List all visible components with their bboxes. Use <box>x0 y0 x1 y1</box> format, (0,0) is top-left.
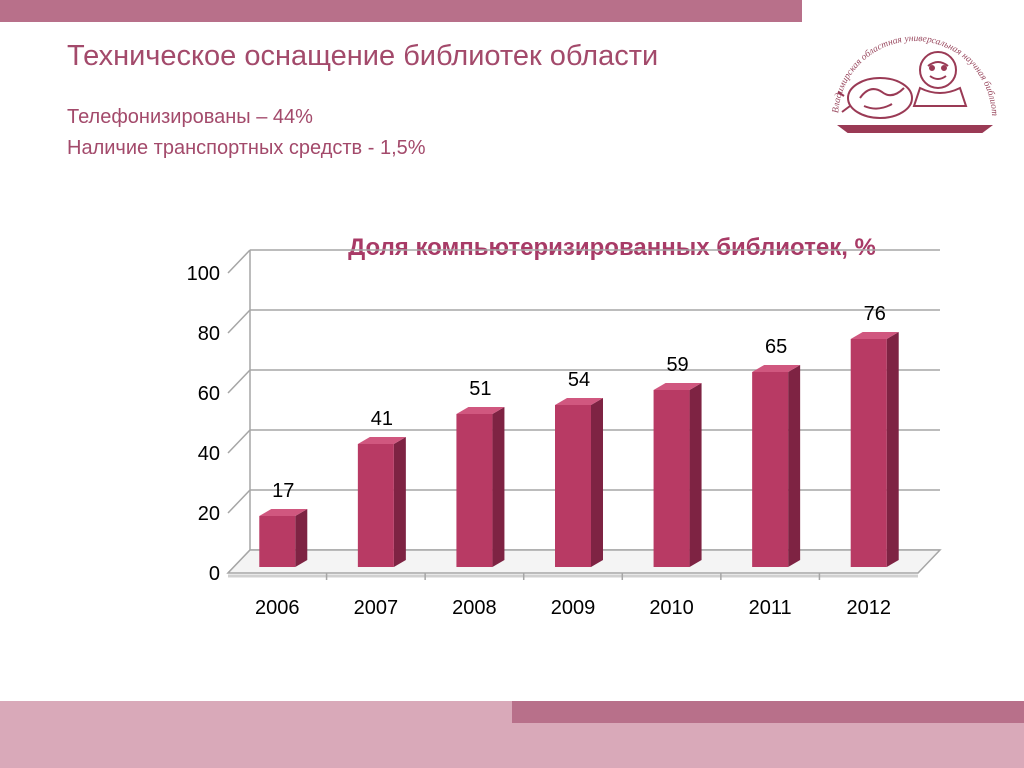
bar-side <box>788 365 801 567</box>
x-axis: 2006 2007 2008 2009 2010 2011 2012 <box>255 573 891 619</box>
bar-2009: 54 <box>555 369 603 567</box>
slide-title: Техническое оснащение библиотек области <box>67 40 659 72</box>
data-label: 65 <box>765 336 787 358</box>
bar-top <box>850 332 899 339</box>
y-tick-label: 100 <box>187 263 220 285</box>
gridline-depth <box>227 249 251 274</box>
data-label: 76 <box>864 303 886 325</box>
y-tick-label: 0 <box>209 563 220 585</box>
bar-top <box>259 509 308 516</box>
bar-front <box>357 444 394 567</box>
bar-front <box>850 339 887 567</box>
bar-front <box>752 372 789 567</box>
bar-side <box>492 407 505 567</box>
bar-top <box>357 437 406 444</box>
bar-front <box>555 405 591 567</box>
bar-top <box>456 407 505 414</box>
bar-2011: 65 <box>752 336 801 567</box>
y-tick-label: 80 <box>198 323 220 345</box>
gridline-depth <box>227 429 251 454</box>
library-logo: Владимирская областная универсальная нау… <box>820 18 999 133</box>
data-label: 17 <box>272 480 294 502</box>
bar-side <box>886 332 899 567</box>
gridline-depth <box>227 309 251 334</box>
y-tick-label: 20 <box>198 503 220 525</box>
x-tick-label: 2008 <box>452 597 497 619</box>
y-axis: 0 20 40 60 80 100 <box>187 263 220 585</box>
transport-stat: Наличие транспортных средств - 1,5% <box>67 137 426 159</box>
data-label: 51 <box>469 378 491 400</box>
bar-side <box>591 398 603 567</box>
bar-2010: 59 <box>653 354 702 567</box>
data-label: 41 <box>371 408 393 430</box>
bar-side <box>689 383 702 567</box>
computerized-libraries-chart: Доля компьютеризированных библиотек, % 0… <box>187 234 942 619</box>
chart-bars: 17 41 51 54 59 65 76 <box>259 303 899 567</box>
logo-text: Владимирская областная универсальная нау… <box>820 18 999 116</box>
y-tick-label: 40 <box>198 443 220 465</box>
bar-front <box>456 414 493 567</box>
y-tick-label: 60 <box>198 383 220 405</box>
bar-top <box>653 383 702 390</box>
bar-side <box>295 509 308 567</box>
x-tick-label: 2010 <box>649 597 694 619</box>
x-tick-label: 2009 <box>551 597 596 619</box>
x-tick-label: 2011 <box>749 597 792 619</box>
x-tick-label: 2012 <box>846 597 891 619</box>
bar-side <box>393 437 406 567</box>
lion-emblem-icon <box>837 51 993 133</box>
bar-2008: 51 <box>456 378 505 567</box>
bottom-accent-bar <box>512 701 1024 723</box>
data-label: 54 <box>568 369 590 391</box>
bar-front <box>653 390 690 567</box>
chart-title: Доля компьютеризированных библиотек, % <box>348 234 876 261</box>
x-tick-label: 2006 <box>255 597 299 619</box>
telephone-stat: Телефонизированы – 44% <box>67 106 313 128</box>
bar-2006: 17 <box>259 480 308 567</box>
bar-2007: 41 <box>357 408 406 567</box>
x-tick-label: 2007 <box>354 597 399 619</box>
bar-top <box>752 365 801 372</box>
gridline-depth <box>227 489 251 514</box>
gridline-depth <box>227 369 251 394</box>
bar-top <box>555 398 603 405</box>
bar-2012: 76 <box>850 303 899 567</box>
top-accent-bar <box>0 0 802 22</box>
bar-front <box>259 516 296 567</box>
data-label: 59 <box>666 354 688 376</box>
